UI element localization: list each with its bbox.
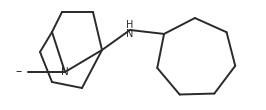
Text: N: N [126, 29, 134, 39]
Text: –: – [16, 65, 22, 79]
Text: H: H [126, 20, 134, 30]
Text: N: N [61, 67, 69, 77]
